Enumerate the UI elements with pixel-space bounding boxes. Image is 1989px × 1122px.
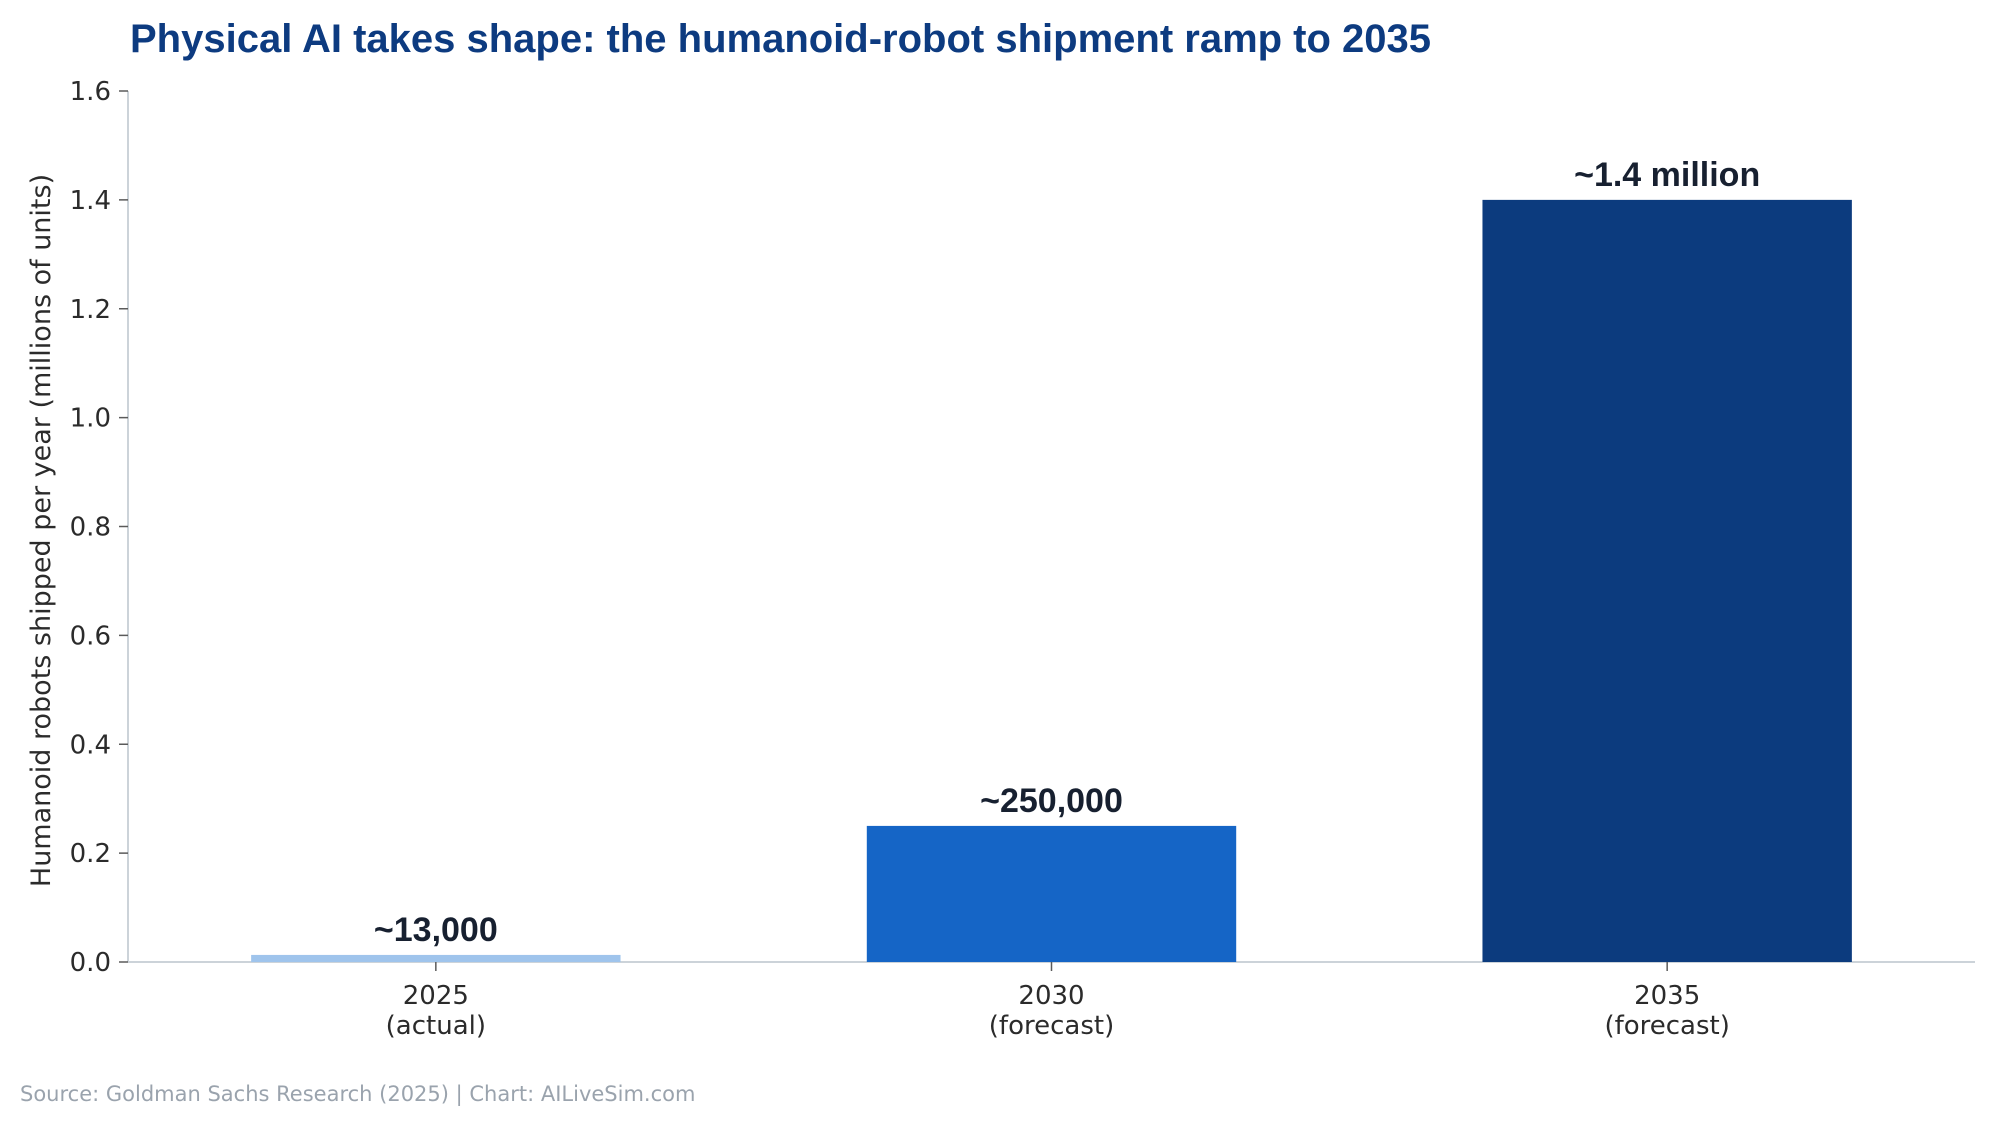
x-tick-sublabel: (actual)	[386, 1011, 486, 1041]
y-axis-label: Humanoid robots shipped per year (millio…	[26, 174, 57, 887]
chart-title: Physical AI takes shape: the humanoid-ro…	[130, 17, 1431, 61]
x-tick-label: 2030	[1018, 981, 1084, 1011]
y-tick-label: 0.4	[70, 730, 111, 760]
y-tick-label: 0.0	[70, 948, 111, 978]
y-tick-label: 1.0	[70, 404, 111, 434]
y-axis-ticks: 0.0 0.2 0.4 0.6 0.8 1.0 1.2 1.4 1.6	[70, 77, 128, 978]
bars: ~13,000 ~250,000 ~1.4 million	[251, 156, 1852, 962]
bar	[251, 954, 621, 962]
plot-area: 0.0 0.2 0.4 0.6 0.8 1.0 1.2 1.4 1.6 ~13,000 ~250,…	[70, 77, 1975, 1041]
bar-data-label: ~250,000	[980, 782, 1123, 820]
y-tick-label: 0.2	[70, 839, 111, 869]
x-tick-sublabel: (forecast)	[989, 1011, 1114, 1041]
source-note: Source: Goldman Sachs Research (2025) | …	[20, 1082, 695, 1107]
bar	[1482, 199, 1852, 962]
y-tick-label: 1.2	[70, 295, 111, 325]
y-tick-label: 1.6	[70, 77, 111, 107]
y-tick-label: 0.6	[70, 621, 111, 651]
y-tick-label: 1.4	[70, 186, 111, 216]
x-tick-label: 2035	[1634, 981, 1700, 1011]
x-tick-sublabel: (forecast)	[1604, 1011, 1729, 1041]
x-tick-label: 2025	[403, 981, 469, 1011]
y-tick-label: 0.8	[70, 513, 111, 543]
x-axis-ticks: 2025(actual)2030(forecast)2035(forecast)	[386, 962, 1730, 1041]
bar-data-label: ~1.4 million	[1574, 156, 1760, 194]
bar	[866, 825, 1237, 962]
bar-data-label: ~13,000	[374, 911, 498, 949]
